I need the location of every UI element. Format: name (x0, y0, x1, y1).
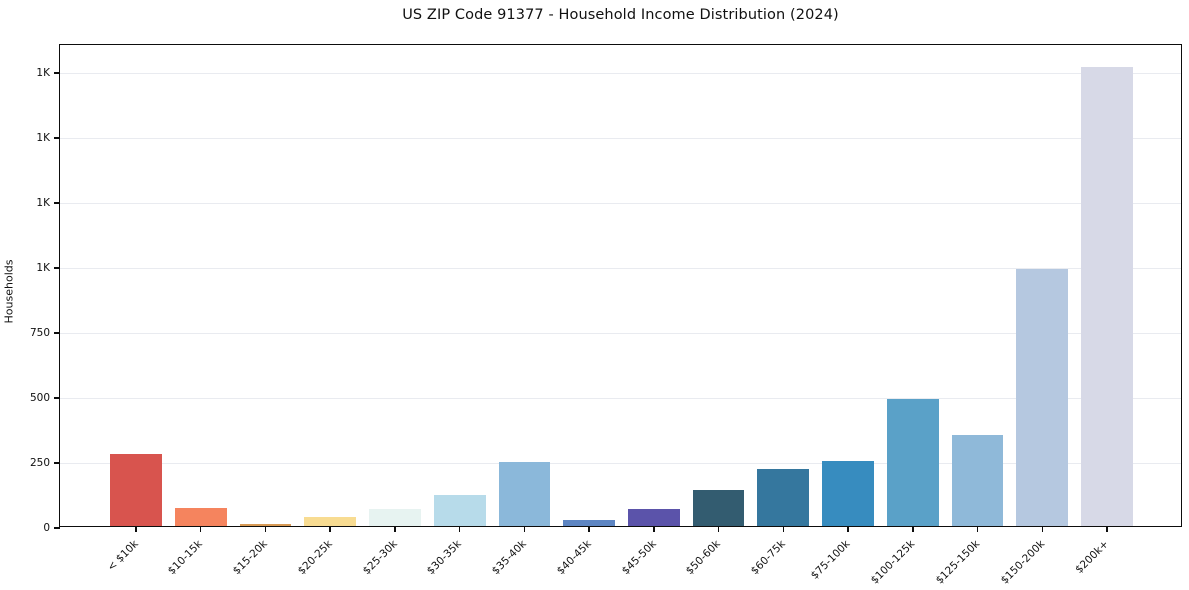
x-tick-mark (264, 526, 267, 532)
y-tick-mark (54, 332, 60, 334)
bar-10k (110, 453, 162, 526)
bar-100-125k (886, 399, 939, 526)
x-tick-label: $25-30k (360, 538, 400, 578)
x-tick-mark (717, 526, 720, 532)
y-tick-label: 1K (36, 66, 50, 79)
bar-35-40k (498, 462, 551, 526)
x-tick-mark (912, 526, 914, 532)
y-tick-mark (54, 462, 60, 464)
x-tick-label: $75-100k (808, 538, 853, 582)
x-tick-label: $45-50k (619, 538, 659, 578)
y-tick-label: 500 (29, 391, 50, 404)
bar-125-150k (951, 434, 1004, 526)
x-tick-mark (1041, 526, 1044, 532)
x-tick-label: $35-40k (489, 538, 529, 578)
bar-15-20k (239, 523, 292, 526)
y-tick-label: 1K (36, 261, 50, 274)
x-tick-mark (976, 526, 979, 532)
x-tick-mark (199, 526, 202, 532)
bar-30-35k (433, 495, 486, 526)
bar-75-100k (822, 460, 874, 526)
y-tick-mark (54, 72, 60, 74)
x-tick-label: $10-15k (166, 538, 206, 578)
y-tick-label: 750 (29, 326, 50, 339)
gridline (60, 333, 1181, 335)
y-tick-label: 250 (29, 456, 50, 469)
gridline (60, 398, 1181, 400)
x-tick-mark (1106, 526, 1108, 532)
gridline (60, 463, 1181, 464)
bar-60-75k (757, 469, 810, 526)
y-tick-mark (54, 527, 60, 529)
x-tick-mark (135, 526, 137, 532)
bar-20-25k (304, 516, 357, 526)
x-tick-mark (329, 526, 331, 532)
x-tick-mark (653, 526, 655, 532)
y-tick-label: 1K (36, 131, 50, 144)
y-tick-label: 0 (43, 521, 50, 534)
gridline (60, 203, 1181, 205)
y-tick-mark (54, 202, 60, 204)
x-tick-mark (458, 526, 461, 532)
x-tick-label: $150-200k (998, 538, 1047, 587)
x-tick-mark (588, 526, 590, 532)
gridline (60, 138, 1181, 140)
bar-45-50k (627, 508, 680, 526)
bar-150-200k (1016, 268, 1069, 526)
bar-200k (1081, 67, 1133, 526)
x-tick-label: < $10k (104, 538, 141, 574)
y-axis-label: Households (2, 259, 16, 324)
plot-area: 0 250 500 750 1K 1K 1K 1K < $10k $10-15k $15-20k $2… (30, 44, 1182, 587)
x-tick-label: $100-125k (868, 538, 918, 587)
x-tick-mark (782, 526, 785, 532)
x-tick-label: $40-45k (554, 538, 594, 578)
bar-10-15k (174, 508, 227, 526)
x-tick-label: $125-150k (933, 538, 983, 587)
bar-50-60k (692, 489, 745, 526)
y-tick-mark (54, 137, 60, 139)
chart-title: US ZIP Code 91377 - Household Income Dis… (402, 7, 839, 23)
gridline (60, 268, 1181, 270)
x-tick-mark (523, 526, 526, 532)
y-tick-mark (54, 397, 60, 399)
x-tick-label: $15-20k (230, 538, 270, 578)
gridline (60, 73, 1181, 75)
bar-40-45k (563, 519, 616, 526)
x-tick-label: $200k+ (1073, 538, 1112, 576)
bar-25-30k (369, 509, 421, 526)
x-tick-label: $30-35k (425, 538, 465, 578)
x-tick-label: $50-60k (684, 538, 724, 578)
y-tick-label: 1K (36, 196, 50, 209)
x-tick-mark (394, 526, 396, 532)
x-tick-label: $60-75k (748, 538, 788, 578)
x-tick-label: $20-25k (295, 538, 335, 578)
y-tick-mark (54, 267, 60, 269)
x-tick-mark (847, 526, 849, 532)
